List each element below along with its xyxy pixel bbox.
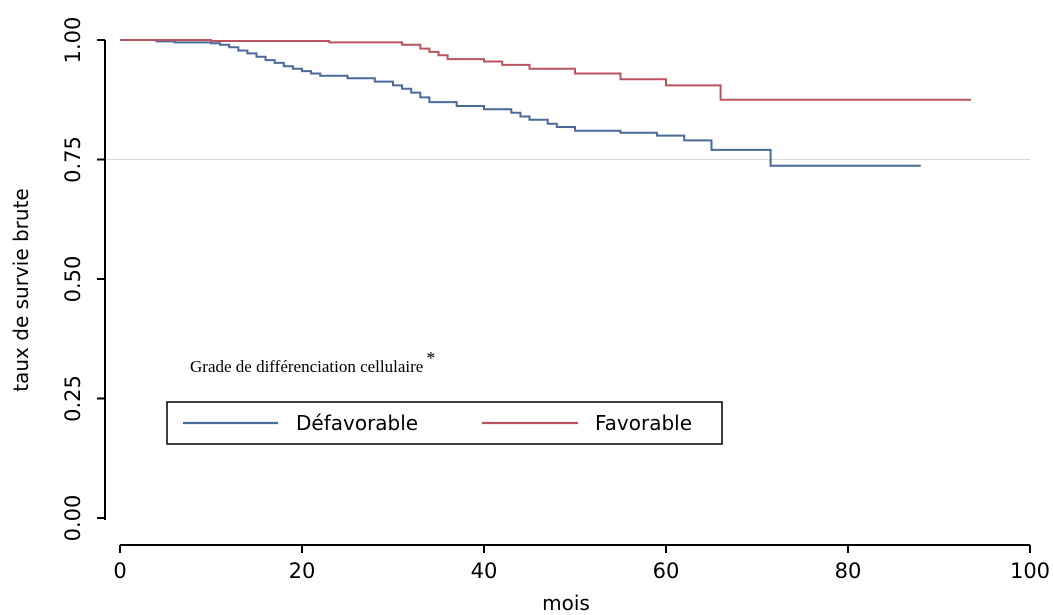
series-line-defavorable <box>120 39 921 167</box>
x-tick-label: 100 <box>1010 559 1050 583</box>
axes <box>104 40 1030 546</box>
y-tick-label: 0.50 <box>61 256 85 303</box>
y-tick-label: 0.00 <box>61 495 85 542</box>
y-tick-label: 0.75 <box>61 136 85 183</box>
x-tick-label: 20 <box>289 559 316 583</box>
x-axis-title: mois <box>542 591 590 615</box>
series-lines <box>120 39 971 167</box>
legend-label-defavorable: Défavorable <box>296 411 418 435</box>
x-tick-label: 0 <box>113 559 126 583</box>
legend: Défavorable Favorable <box>166 401 723 445</box>
series-line-favorable <box>120 39 971 101</box>
x-tick-label: 80 <box>835 559 862 583</box>
y-tick-label: 0.25 <box>61 375 85 422</box>
legend-annotation: Grade de différenciation cellulaire * <box>190 348 435 376</box>
x-tick-label: 40 <box>471 559 498 583</box>
y-tick-label: 1.00 <box>61 17 85 64</box>
annotation-asterisk: * <box>426 348 435 368</box>
ticks: 0.00 0.25 0.50 0.75 1.00 0 20 40 60 80 100 <box>61 17 1050 583</box>
legend-label-favorable: Favorable <box>595 411 692 435</box>
y-axis-title: taux de survie brute <box>9 188 33 391</box>
x-tick-label: 60 <box>653 559 680 583</box>
annotation-text: Grade de différenciation cellulaire <box>190 357 423 376</box>
